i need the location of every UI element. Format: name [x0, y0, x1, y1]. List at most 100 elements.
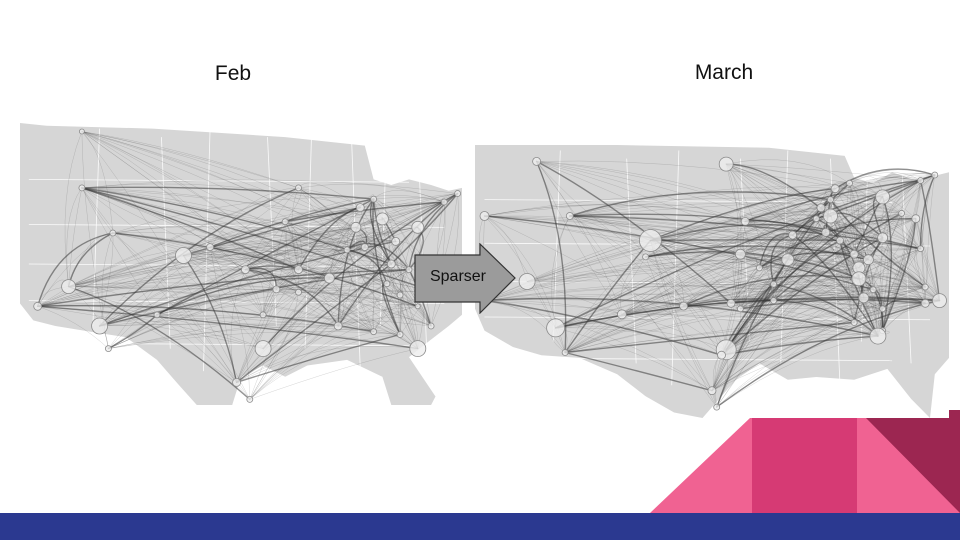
flow-edge: [484, 293, 883, 310]
flow-edge: [370, 198, 392, 265]
flow-edge: [881, 196, 892, 332]
flow-edge: [298, 269, 374, 332]
city-node: [836, 236, 844, 245]
flow-edge: [81, 187, 330, 279]
flow-edge: [716, 286, 926, 408]
flow-edge: [740, 289, 874, 310]
flow-edge: [650, 240, 883, 310]
flow-edge: [621, 314, 855, 323]
flow-edge: [650, 240, 879, 337]
flow-edge: [730, 215, 831, 304]
flow-edge: [740, 230, 793, 255]
flow-edge: [81, 131, 357, 228]
city-node: [869, 286, 877, 294]
flow-edge: [555, 199, 831, 329]
city-node: [409, 340, 427, 358]
flow-edge: [526, 281, 623, 315]
flow-edge: [68, 286, 237, 383]
flow-edge: [337, 321, 419, 349]
flow-edge: [262, 221, 287, 316]
flow-edge: [236, 263, 392, 383]
flow-edge: [740, 196, 883, 310]
flow-edge: [37, 227, 419, 307]
flow-edge: [730, 259, 869, 304]
flow-edge: [645, 256, 940, 301]
flow-edge: [484, 259, 789, 301]
city-node: [812, 215, 820, 223]
flow-edge: [245, 243, 348, 270]
flow-edge: [81, 187, 158, 316]
flow-edge: [183, 255, 432, 327]
flow-edge: [236, 289, 277, 383]
flow-edge: [858, 277, 926, 288]
flow-edge: [564, 256, 646, 353]
city-node: [396, 291, 404, 299]
city-node: [386, 259, 396, 269]
flow-edge: [725, 163, 902, 214]
flow-edge: [108, 325, 339, 349]
flow-edge: [830, 199, 883, 331]
flow-edge: [877, 218, 917, 337]
city-node: [850, 319, 858, 326]
flow-edge: [484, 215, 860, 280]
flow-edge: [373, 198, 432, 327]
flow-edge: [298, 291, 419, 307]
flow-edge: [645, 256, 722, 356]
flow-edge: [408, 192, 459, 271]
flow-edge: [858, 276, 926, 304]
city-node: [405, 266, 413, 274]
flow-edge: [834, 188, 921, 249]
flow-edge: [484, 215, 774, 285]
flow-edge: [236, 331, 374, 383]
city-node: [246, 395, 254, 403]
flow-edge: [834, 187, 917, 219]
flow-edge: [650, 240, 774, 301]
flow-edge: [64, 131, 83, 287]
flow-edge: [68, 249, 348, 287]
flow-edge: [68, 227, 419, 287]
flow-edge: [337, 263, 392, 327]
flow-edge: [725, 163, 860, 280]
flow-edge: [551, 215, 571, 329]
flow-edge: [382, 193, 458, 220]
flow-edge: [716, 218, 817, 408]
flow-edge: [830, 215, 917, 219]
flow-edge: [373, 197, 445, 203]
flow-edge: [555, 188, 836, 329]
flow-edge: [773, 280, 864, 299]
flow-edge: [645, 251, 741, 258]
city-node: [851, 271, 867, 287]
flow-edge: [759, 264, 940, 301]
flow-edge: [99, 246, 211, 327]
flow-edge: [209, 246, 251, 400]
city-node: [232, 377, 242, 387]
city-node: [175, 247, 192, 264]
flow-edge: [649, 188, 836, 242]
city-node: [827, 196, 834, 203]
flow-edge: [99, 232, 114, 327]
city-node: [479, 211, 490, 221]
city-node: [396, 331, 404, 338]
flow-edge: [849, 182, 879, 337]
flow-edge: [112, 232, 339, 327]
flow-edge: [360, 207, 419, 349]
flow-edge: [108, 187, 299, 349]
flow-edge: [649, 239, 841, 242]
flow-edge: [346, 242, 410, 271]
flow-edge: [107, 314, 158, 350]
flow-edge: [564, 237, 883, 353]
flow-edge: [849, 182, 921, 249]
flow-edge: [382, 218, 419, 349]
flow-edge: [81, 131, 299, 189]
flow-edge: [108, 263, 392, 349]
city-node: [383, 280, 391, 288]
flow-edge: [919, 174, 936, 250]
flow-edge: [744, 221, 855, 323]
flow-edge: [66, 187, 83, 287]
flow-edge: [711, 218, 817, 391]
flow-edge: [68, 193, 458, 287]
state-border-line: [92, 128, 100, 327]
city-node: [846, 179, 853, 187]
flow-edge: [644, 245, 870, 261]
city-node: [877, 232, 889, 244]
